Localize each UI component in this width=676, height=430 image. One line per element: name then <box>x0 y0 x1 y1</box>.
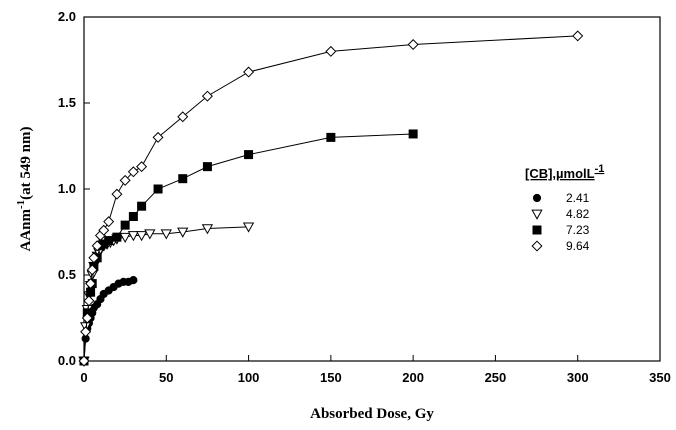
legend-label: 9.64 <box>566 239 590 253</box>
x-tick-label: 150 <box>320 370 342 385</box>
data-point <box>160 229 172 240</box>
series-7.23 <box>79 129 418 366</box>
legend-entry: 4.82 <box>531 207 590 221</box>
series-layer <box>78 30 584 367</box>
data-point <box>111 188 123 200</box>
legend-entry: 7.23 <box>532 223 590 237</box>
data-point <box>178 174 188 184</box>
legend-title-sup: -1 <box>595 163 605 175</box>
legend-title: [CB],µmolL-1 <box>525 163 604 181</box>
data-point <box>136 161 148 173</box>
x-tick-label: 0 <box>80 370 87 385</box>
data-point <box>177 227 189 238</box>
data-point <box>85 278 97 290</box>
x-tick-label: 50 <box>159 370 173 385</box>
legend-marker <box>532 225 542 235</box>
data-point <box>144 229 156 240</box>
data-point <box>119 232 131 243</box>
x-tick-label: 200 <box>402 370 424 385</box>
data-point <box>103 216 115 228</box>
data-point <box>407 39 419 51</box>
legend-marker <box>531 240 543 252</box>
y-axis-title-main: AAnm <box>18 209 34 252</box>
y-axis-title-tail: (at 549 nm) <box>18 126 34 199</box>
data-point <box>86 264 98 276</box>
y-axis-title: AAnm-1(at 549 nm) <box>15 126 34 251</box>
legend-entry: 9.64 <box>531 239 590 253</box>
data-point <box>201 224 214 235</box>
data-point <box>153 184 163 194</box>
data-point <box>80 326 92 338</box>
data-point <box>129 276 138 285</box>
data-point <box>83 295 95 307</box>
data-point <box>325 45 337 57</box>
data-point <box>112 232 122 242</box>
x-tick-label: 300 <box>567 370 589 385</box>
plot-frame <box>83 16 661 362</box>
legend-marker <box>531 209 543 220</box>
legend-label: 2.41 <box>566 191 590 205</box>
data-point <box>120 220 130 230</box>
data-point <box>104 236 114 246</box>
x-tick-label: 100 <box>238 370 260 385</box>
data-point <box>78 355 90 367</box>
y-axis-title-sup: -1 <box>15 200 27 209</box>
data-point <box>242 222 255 233</box>
data-point <box>177 111 189 123</box>
legend-marker <box>532 193 542 203</box>
data-point <box>86 287 96 297</box>
data-point <box>202 162 212 172</box>
data-point <box>152 131 164 143</box>
data-point <box>244 150 254 160</box>
data-point <box>119 174 131 186</box>
data-point <box>243 66 255 78</box>
y-axis-ticks: 0.0 0.5 1.0 1.5 2.0 <box>58 9 90 368</box>
data-point <box>135 231 148 242</box>
y-tick-label: 0.0 <box>58 353 76 368</box>
series-9.64 <box>78 30 584 367</box>
y-tick-label: 1.0 <box>58 181 76 196</box>
legend-entry: 2.41 <box>532 191 590 205</box>
data-point <box>128 212 138 222</box>
x-tick-label: 250 <box>485 370 507 385</box>
x-axis-ticks: 0 50 100 150 200 250 300 350 <box>80 355 671 385</box>
data-point <box>572 30 584 42</box>
data-point <box>127 166 139 178</box>
x-axis-title: Absorbed Dose, Gy <box>310 406 434 422</box>
y-tick-label: 1.5 <box>58 95 76 110</box>
y-tick-label: 0.5 <box>58 267 76 282</box>
data-point <box>91 240 103 252</box>
data-point <box>137 201 147 211</box>
series-line <box>83 35 578 362</box>
legend-label: 4.82 <box>566 207 590 221</box>
data-point <box>81 312 93 324</box>
legend-label: 7.23 <box>566 223 590 237</box>
legend-title-main: [CB],µmolL <box>525 166 595 181</box>
legend-entries: 2.41 4.82 7.23 9.64 <box>531 191 590 253</box>
data-point <box>88 252 100 264</box>
y-tick-label: 2.0 <box>58 9 76 24</box>
data-point <box>201 90 213 102</box>
data-point <box>408 129 418 139</box>
x-tick-label: 350 <box>649 370 671 385</box>
data-point <box>326 132 336 142</box>
data-point <box>127 231 140 242</box>
legend: [CB],µmolL-1 2.41 4.82 7.23 9.64 <box>525 163 604 253</box>
data-point <box>98 224 110 236</box>
